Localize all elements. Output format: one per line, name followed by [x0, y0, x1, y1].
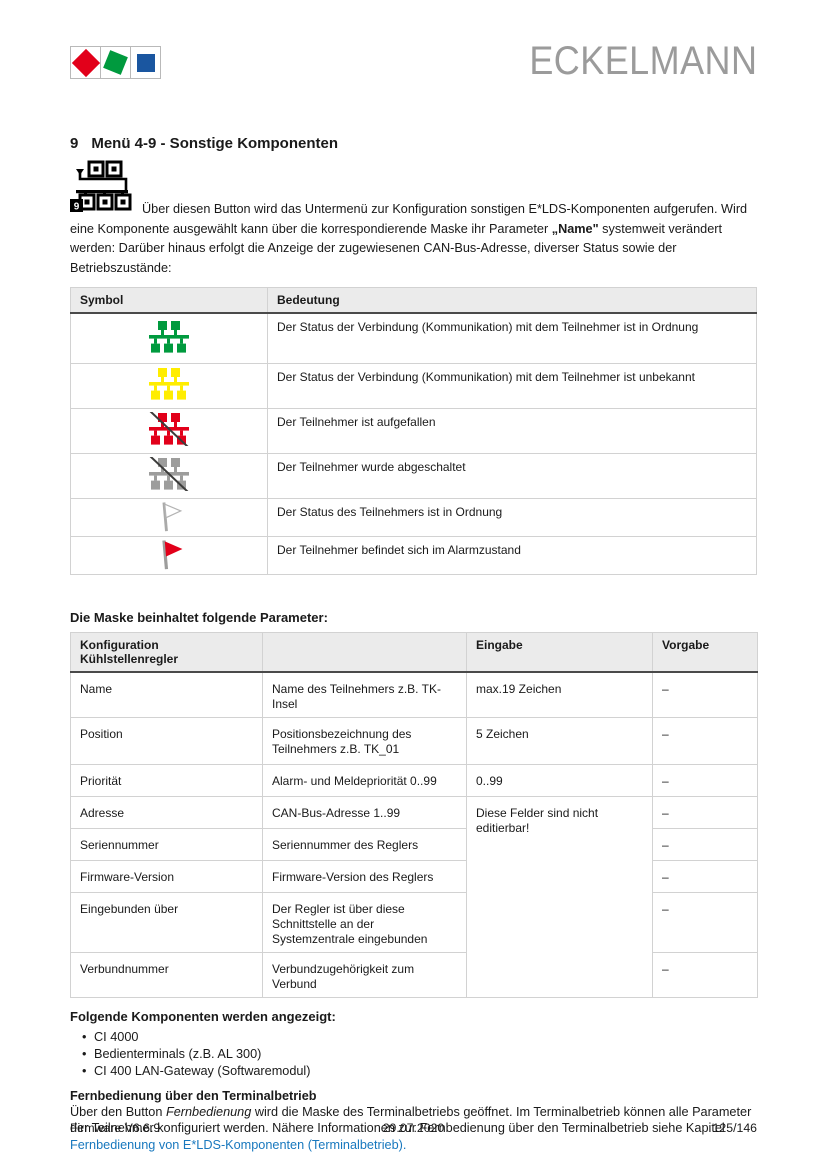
- bedeutung-column-header: Bedeutung: [267, 287, 757, 314]
- chapter-title-text: Menü 4-9 - Sonstige Komponenten: [91, 135, 339, 152]
- components-heading: Folgende Komponenten werden angezeigt:: [70, 1008, 336, 1024]
- eckelmann-logo-icon: [70, 46, 161, 79]
- param-vorgabe: –: [652, 891, 758, 953]
- parameter-table: Konfiguration Kühlstellenregler Eingabe …: [70, 631, 758, 998]
- param-vorgabe: –: [652, 671, 758, 718]
- menu-icon-badge: 9: [74, 202, 80, 213]
- eingabe-column-header: Eingabe: [466, 631, 653, 673]
- param-row-position: Position Positionsbezeichnung des Teilne…: [70, 716, 758, 765]
- parameter-table-header-row: Konfiguration Kühlstellenregler Eingabe …: [70, 631, 758, 673]
- list-item: CI 4000: [70, 1029, 757, 1046]
- symbol-table: Symbol Bedeutung Der Status der Verbindu…: [70, 287, 757, 575]
- symbol-column-header: Symbol: [70, 287, 268, 314]
- intro-text-2: systemweit verändert werden: Darüber hin…: [70, 221, 723, 275]
- param-desc: Seriennummer des Reglers: [262, 827, 467, 861]
- network-status-red-crossed-icon: [149, 410, 189, 448]
- remote-paragraph: Über den Button Fernbedienung wird die M…: [70, 1104, 757, 1154]
- param-desc: Alarm- und Meldepriorität 0..99: [262, 763, 467, 797]
- network-status-yellow-icon: [149, 368, 189, 400]
- param-row-adresse: Adresse CAN-Bus-Adresse 1..99 Diese Feld…: [70, 795, 758, 998]
- param-desc: CAN-Bus-Adresse 1..99: [262, 795, 467, 829]
- page-header: ECKELMANN: [70, 0, 757, 102]
- param-vorgabe: –: [652, 763, 758, 797]
- param-vorgabe: –: [652, 951, 758, 998]
- brand-wordmark: ECKELMANN: [528, 39, 757, 83]
- symbol-meaning: Der Status des Teilnehmers ist in Ordnun…: [267, 497, 757, 537]
- param-desc: Positionsbezeichnung des Teilnehmers z.B…: [262, 716, 467, 765]
- intro-text-1: Über diesen Button wird das Untermenü zu…: [70, 202, 748, 236]
- network-status-green-icon: [149, 320, 189, 353]
- param-name: Position: [70, 716, 263, 765]
- remote-button-name: Fernbedienung: [165, 1104, 252, 1119]
- symbol-meaning: Der Teilnehmer befindet sich im Alarmzus…: [267, 535, 757, 575]
- sonstige-komponenten-button-icon: 9: [70, 160, 132, 213]
- symbol-meaning: Der Status der Verbindung (Kommunikation…: [267, 312, 757, 364]
- logo-green-square: [101, 47, 131, 78]
- intro-paragraph: 9 Über diesen Button wird das Untermenü …: [70, 160, 757, 278]
- logo-red-square: [71, 47, 101, 78]
- param-name: Adresse: [70, 795, 263, 829]
- symbol-row-ok: Der Status der Verbindung (Kommunikation…: [70, 312, 757, 364]
- param-column-header: Konfiguration Kühlstellenregler: [70, 631, 263, 673]
- param-eingabe: 5 Zeichen: [466, 716, 653, 765]
- param-row-seriennummer: Seriennummer Seriennummer des Reglers –: [70, 827, 758, 861]
- param-desc: Der Regler ist über diese Schnittstelle …: [262, 891, 467, 953]
- param-name: Eingebunden über: [70, 891, 263, 953]
- symbol-row-off: Der Teilnehmer wurde abgeschaltet: [70, 452, 757, 499]
- symbol-meaning: Der Status der Verbindung (Kommunikation…: [267, 362, 757, 409]
- page-title: 9 Menü 4-9 - Sonstige Komponenten: [70, 135, 757, 152]
- desc-column-header: [262, 631, 467, 673]
- param-name: Verbundnummer: [70, 951, 263, 998]
- symbol-meaning: Der Teilnehmer ist aufgefallen: [267, 407, 757, 454]
- footer-firmware-version: Firmware V6.6.9: [70, 1121, 161, 1135]
- footer-page-number: 125/146: [712, 1121, 757, 1135]
- symbol-table-header-row: Symbol Bedeutung: [70, 287, 757, 314]
- param-name: Firmware-Version: [70, 859, 263, 893]
- remote-chapter-link[interactable]: Fernbedienung von E*LDS-Komponenten (Ter…: [70, 1137, 407, 1152]
- page-footer: Firmware V6.6.9 29.07.2020 125/146: [70, 1121, 757, 1135]
- symbol-row-status-ok: Der Status des Teilnehmers ist in Ordnun…: [70, 497, 757, 537]
- param-row-prioritaet: Priorität Alarm- und Meldepriorität 0..9…: [70, 763, 758, 797]
- flag-outline-icon: [162, 501, 183, 531]
- param-eingabe: 0..99: [466, 763, 653, 797]
- param-row-verbundnummer: Verbundnummer Verbundzugehörigkeit zum V…: [70, 951, 758, 998]
- network-status-gray-crossed-icon: [149, 455, 189, 493]
- symbol-row-alarm: Der Teilnehmer befindet sich im Alarmzus…: [70, 535, 757, 575]
- vorgabe-column-header: Vorgabe: [652, 631, 758, 673]
- param-vorgabe: –: [652, 716, 758, 765]
- param-row-firmware-version: Firmware-Version Firmware-Version des Re…: [70, 859, 758, 893]
- list-item-label: CI 4000: [94, 1029, 139, 1044]
- param-vorgabe: –: [652, 859, 758, 893]
- chapter-number: 9: [70, 135, 79, 152]
- logo-blue-square: [131, 47, 160, 78]
- param-desc: Firmware-Version des Reglers: [262, 859, 467, 893]
- params-section-heading: Die Maske beinhaltet folgende Parameter:: [70, 609, 328, 625]
- list-item-label: Bedienterminals (z.B. AL 300): [94, 1046, 262, 1061]
- footer-date: 29.07.2020: [382, 1121, 445, 1135]
- list-item: CI 400 LAN-Gateway (Softwaremodul): [70, 1063, 757, 1080]
- symbol-row-unknown: Der Status der Verbindung (Kommunikation…: [70, 362, 757, 409]
- param-desc: Name des Teilnehmers z.B. TK-Insel: [262, 671, 467, 718]
- param-vorgabe: –: [652, 827, 758, 861]
- param-desc: Verbundzugehörigkeit zum Verbund: [262, 951, 467, 998]
- param-name: Name: [70, 671, 263, 718]
- param-eingabe-span: Diese Felder sind nicht editierbar!: [466, 795, 653, 998]
- remote-text-2: wird die Maske des Terminalbetriebs geöf…: [70, 1104, 752, 1136]
- remote-heading: Fernbedienung über den Terminalbetrieb: [70, 1088, 317, 1103]
- param-name: Priorität: [70, 763, 263, 797]
- flag-red-icon: [162, 539, 183, 569]
- symbol-row-failed: Der Teilnehmer ist aufgefallen: [70, 407, 757, 454]
- intro-bold-name: „Name": [551, 221, 599, 236]
- param-name: Seriennummer: [70, 827, 263, 861]
- list-item: Bedienterminals (z.B. AL 300): [70, 1046, 757, 1063]
- remote-text-1: Über den Button: [70, 1104, 166, 1119]
- components-list: CI 4000 Bedienterminals (z.B. AL 300) CI…: [70, 1029, 757, 1080]
- list-item-label: CI 400 LAN-Gateway (Softwaremodul): [94, 1063, 311, 1078]
- param-vorgabe: –: [652, 795, 758, 829]
- symbol-meaning: Der Teilnehmer wurde abgeschaltet: [267, 452, 757, 499]
- param-row-name: Name Name des Teilnehmers z.B. TK-Insel …: [70, 671, 758, 718]
- param-eingabe: max.19 Zeichen: [466, 671, 653, 718]
- param-row-eingebunden: Eingebunden über Der Regler ist über die…: [70, 891, 758, 953]
